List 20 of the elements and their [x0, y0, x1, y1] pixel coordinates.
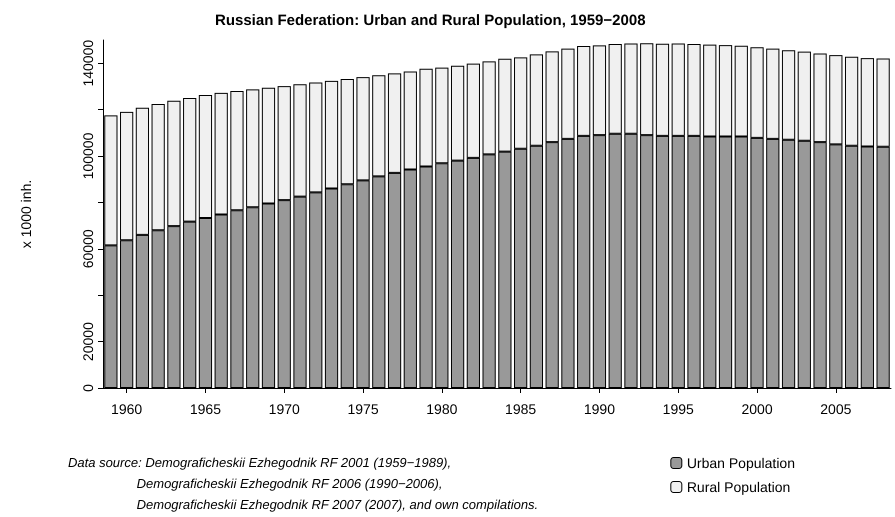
legend-label: Rural Population	[686, 479, 790, 495]
y-axis-title: x 1000 inh.	[18, 180, 34, 248]
x-tick-label: 1970	[268, 401, 300, 417]
y-tick-label: 140000	[80, 40, 96, 87]
y-tick-label: 100000	[80, 132, 96, 180]
x-tick-label: 1965	[190, 401, 222, 417]
legend-label: Urban Population	[686, 455, 795, 471]
x-tick-label: 1990	[584, 401, 616, 417]
x-tick-label: 1995	[662, 401, 694, 417]
y-tick-label: 60000	[80, 229, 96, 268]
x-tick-label: 1960	[111, 401, 142, 417]
x-tick-label: 2005	[820, 401, 852, 417]
y-tick-label: 0	[80, 384, 96, 392]
x-tick-label: 1975	[347, 401, 379, 417]
chart-title: Russian Federation: Urban and Rural Population, 1959−2008	[215, 12, 646, 29]
x-tick-label: 1985	[505, 401, 536, 417]
source-note: Data source: Demograficheskii Ezhegodnik RF 2001 (1959−1989), Demograficheskii Ezhegodnik RF 2006 (1990−2006), Demograficheskii Ezhegodnik RF 2007 (2007), and own compilations.	[68, 455, 538, 512]
x-tick-label: 2000	[741, 401, 773, 417]
x-tick-label: 1980	[426, 401, 458, 417]
y-tick-label: 20000	[80, 322, 96, 362]
